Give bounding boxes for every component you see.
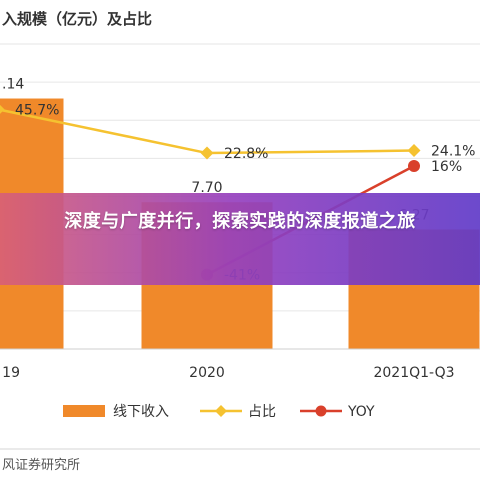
legend-marker-dot (315, 405, 327, 417)
bar-value-label: 7.70 (191, 180, 222, 196)
yoy-point (408, 160, 420, 172)
line-segment-占比 (0, 108, 208, 155)
chart-title: 入规模（亿元）及占比 (2, 10, 152, 28)
source-note: 风证券研究所 (2, 457, 80, 473)
share-point (200, 146, 214, 160)
share-point (0, 104, 5, 114)
axis-layer: 19 2020 2021Q1-Q3 (0, 348, 480, 381)
share-value-label: 22.8% (224, 146, 268, 162)
banner-title: 深度与广度并行，探索实践的深度报道之旅 (64, 211, 416, 232)
share-value-label: 45.7% (15, 102, 59, 118)
legend-label: YOY (347, 404, 375, 420)
legend-label: 占比 (248, 404, 276, 420)
share-value-label: 24.1% (431, 144, 475, 160)
x-tick-label: 2020 (189, 365, 225, 381)
x-tick-label: 19 (2, 365, 20, 381)
legend-swatch-bar (63, 405, 105, 417)
legend-marker-diamond (215, 405, 227, 417)
bar-value-label: .14 (2, 77, 24, 93)
overlay-banner: 深度与广度并行，探索实践的深度报道之旅 (0, 193, 480, 285)
legend: 线下收入 占比 YOY (63, 404, 375, 420)
share-point (407, 144, 421, 158)
x-tick-label: 2021Q1-Q3 (373, 365, 454, 381)
legend-label: 线下收入 (113, 404, 169, 420)
yoy-value-label: 16% (431, 159, 462, 175)
line-segment-占比 (206, 149, 415, 155)
